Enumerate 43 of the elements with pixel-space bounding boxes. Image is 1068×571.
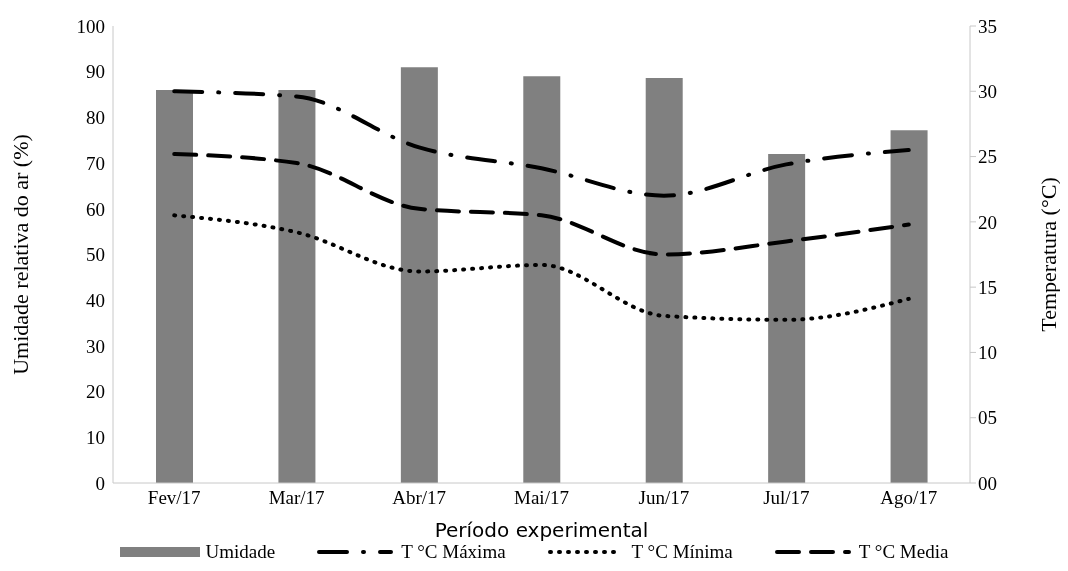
x-tick-label: Mai/17 <box>514 487 569 509</box>
line-series <box>172 213 911 322</box>
x-tick-label: Ago/17 <box>880 487 938 509</box>
y2-tick-label: 30 <box>978 81 997 103</box>
legend-label: T °C Mínima <box>631 541 733 563</box>
bar <box>523 76 561 483</box>
y-tick-label: 100 <box>76 15 105 37</box>
x-tick-label: Jun/17 <box>638 487 690 509</box>
legend-label: T °C Media <box>858 541 949 563</box>
x-tick-label: Abr/17 <box>392 487 446 509</box>
y-tick-label: 80 <box>86 107 105 129</box>
y2-tick-label: 05 <box>978 407 997 429</box>
legend-label: Umidade <box>205 541 276 563</box>
line-series <box>172 89 911 198</box>
bar <box>645 78 683 483</box>
y2-tick-label: 35 <box>978 15 997 37</box>
y-tick-label: 70 <box>86 152 105 174</box>
x-tick-label: Jul/17 <box>763 487 810 509</box>
y-tick-label: 30 <box>86 335 105 357</box>
x-axis-title: Período experimental <box>434 518 649 542</box>
bar <box>890 130 928 483</box>
y-tick-label: 40 <box>86 289 105 311</box>
y-tick-label: 50 <box>86 244 105 266</box>
y-tick-label: 60 <box>86 198 105 220</box>
y-tick-label: 20 <box>86 381 105 403</box>
legend-label: T °C Máxima <box>401 541 506 563</box>
y2-tick-label: 00 <box>978 472 997 494</box>
y-tick-label: 10 <box>86 427 105 449</box>
y2-tick-label: 15 <box>978 276 997 298</box>
x-tick-label: Fev/17 <box>147 487 201 509</box>
y2-tick-label: 20 <box>978 211 997 233</box>
y2-tick-label: 10 <box>978 342 997 364</box>
y-tick-label: 0 <box>95 472 105 494</box>
bar <box>768 153 806 483</box>
bar <box>400 67 438 483</box>
line-series <box>172 151 911 257</box>
x-tick-label: Mar/17 <box>268 487 325 509</box>
bar <box>278 89 316 483</box>
y2-tick-label: 25 <box>978 146 997 168</box>
y-axis-title: Umidade relativa do ar (%) <box>7 134 33 375</box>
y-tick-label: 90 <box>86 61 105 83</box>
bar <box>156 89 193 483</box>
y2-axis-title: Temperatura (°C) <box>1035 177 1061 332</box>
